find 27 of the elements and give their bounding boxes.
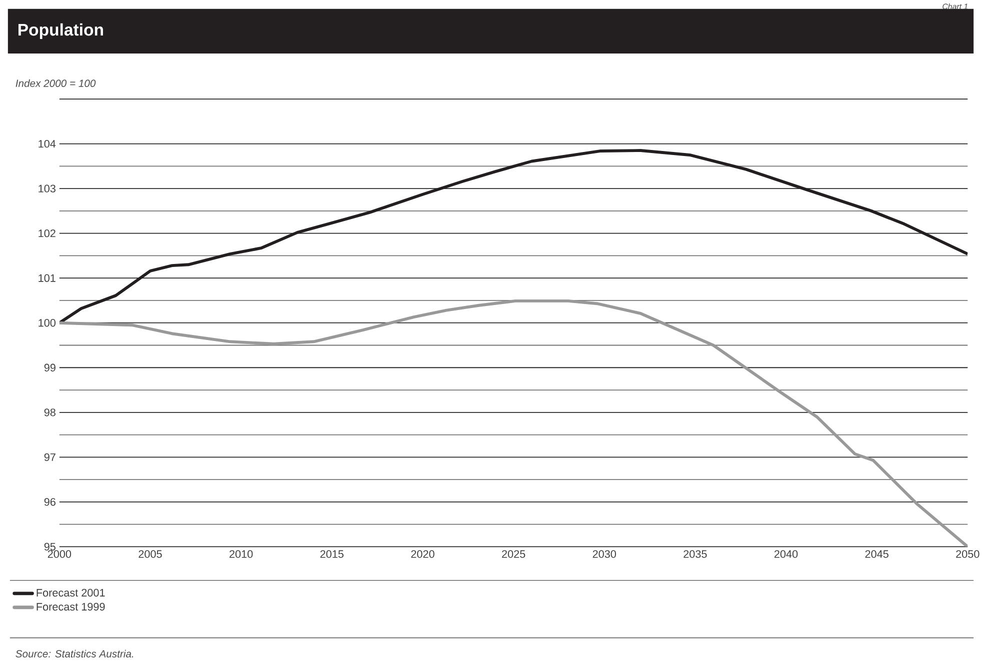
x-tick-label: 2015 (320, 550, 344, 558)
x-tick-label: 2030 (592, 550, 616, 558)
line-series (59, 300, 968, 547)
y-tick-label: 103 (38, 184, 56, 193)
x-tick-label: 2050 (956, 550, 980, 558)
x-tick-label: 2025 (502, 550, 526, 558)
x-tick-label: 2020 (411, 550, 434, 558)
y-tick-label: 99 (44, 364, 56, 372)
y-tick-label: 104 (38, 140, 56, 148)
source-note: Source: Statistics Austria. (16, 650, 134, 658)
y-tick-label: 97 (44, 454, 56, 462)
y-tick-label: 101 (38, 274, 56, 282)
legend-label: Forecast 1999 (36, 603, 105, 611)
legend-label: Forecast 2001 (36, 589, 105, 597)
chart-title: Population (18, 24, 103, 40)
x-tick-label: 2035 (684, 550, 707, 558)
y-tick-label: 100 (38, 319, 56, 327)
y-tick-label: 95 (44, 543, 56, 551)
y-tick-label: 102 (38, 230, 56, 238)
y-tick-label: 96 (44, 498, 56, 506)
x-tick-label: 2045 (865, 550, 888, 558)
x-tick-label: 2005 (138, 550, 162, 558)
y-tick-label: 98 (44, 408, 56, 416)
y-axis-title: Index 2000 = 100 (16, 80, 96, 88)
x-tick-label: 2040 (774, 550, 798, 558)
x-tick-label: 2010 (230, 550, 253, 558)
x-tick-label: 2000 (48, 550, 72, 558)
